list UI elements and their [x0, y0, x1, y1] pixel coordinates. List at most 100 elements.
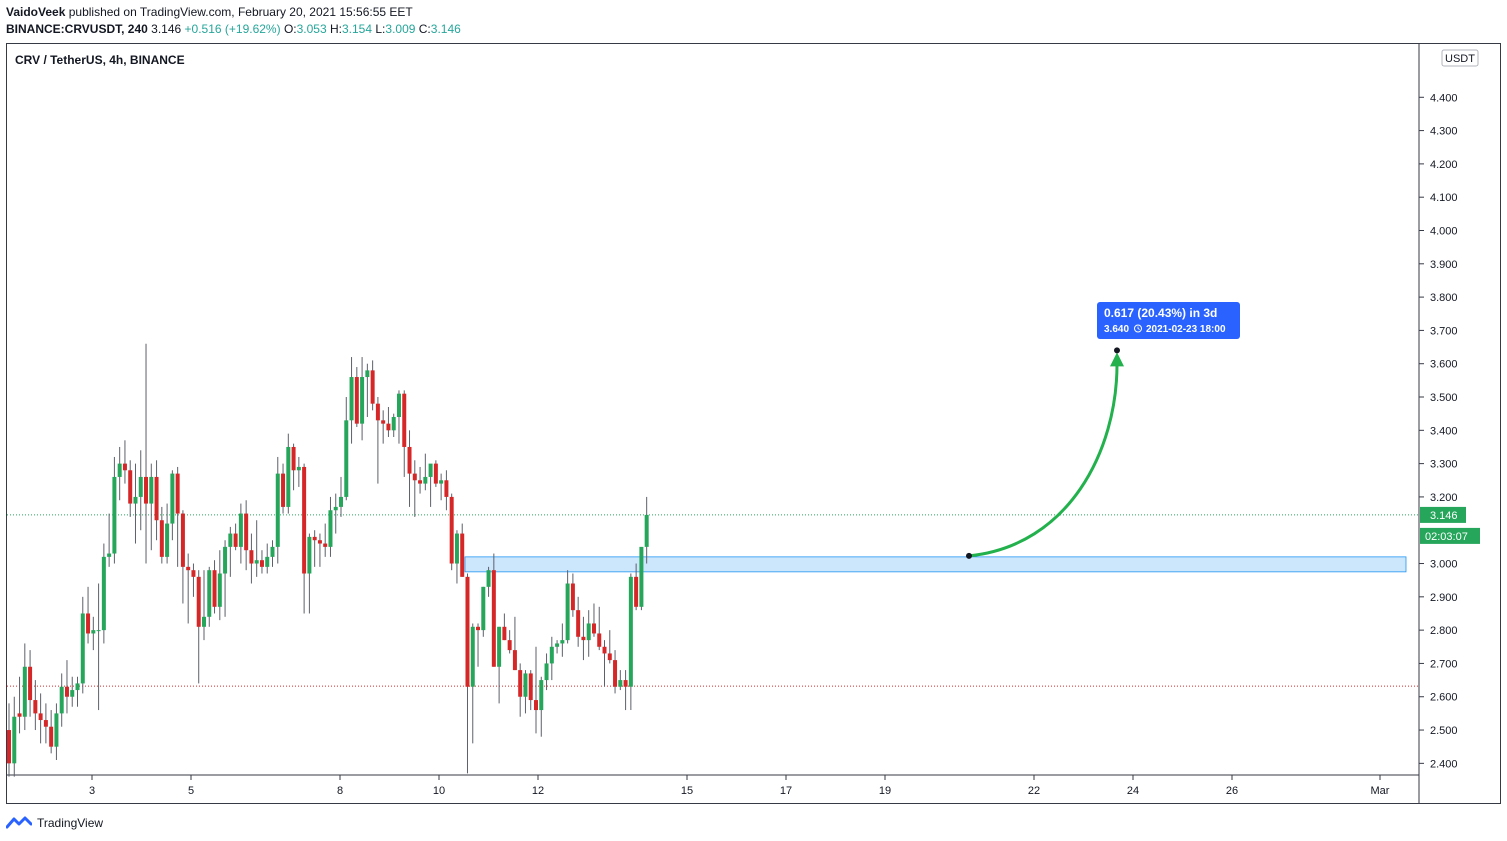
candle[interactable]	[444, 470, 449, 511]
candle[interactable]	[428, 463, 433, 507]
candle[interactable]	[317, 533, 322, 567]
candle[interactable]	[407, 430, 412, 507]
candle[interactable]	[502, 613, 507, 641]
candle[interactable]	[149, 463, 154, 551]
candle[interactable]	[217, 550, 222, 621]
candle[interactable]	[613, 650, 618, 694]
candle[interactable]	[512, 616, 517, 671]
candle[interactable]	[375, 397, 380, 484]
candle[interactable]	[549, 636, 554, 681]
candle[interactable]	[555, 640, 560, 654]
candle[interactable]	[460, 523, 465, 577]
candle[interactable]	[412, 460, 417, 517]
candle[interactable]	[291, 443, 296, 491]
candle[interactable]	[591, 603, 596, 637]
candle[interactable]	[391, 413, 396, 437]
candle[interactable]	[238, 503, 243, 564]
candle[interactable]	[396, 390, 401, 444]
candle[interactable]	[491, 553, 496, 667]
candle[interactable]	[339, 476, 344, 517]
projection-end-point[interactable]	[1114, 347, 1120, 354]
projection-start-point[interactable]	[966, 552, 972, 559]
candle[interactable]	[365, 363, 370, 417]
candle[interactable]	[254, 520, 259, 577]
candle[interactable]	[470, 623, 475, 744]
candle[interactable]	[565, 570, 570, 644]
candle[interactable]	[454, 530, 459, 584]
candle[interactable]	[402, 390, 407, 477]
candle[interactable]	[207, 566, 212, 627]
candle[interactable]	[223, 540, 228, 617]
candle[interactable]	[618, 670, 623, 691]
candle[interactable]	[33, 680, 38, 731]
candle[interactable]	[312, 530, 317, 567]
candle[interactable]	[597, 606, 602, 651]
candle[interactable]	[75, 676, 80, 707]
candle[interactable]	[101, 543, 106, 644]
candle[interactable]	[354, 367, 359, 427]
candle[interactable]	[265, 543, 270, 574]
candle[interactable]	[418, 466, 423, 494]
candle[interactable]	[296, 456, 301, 487]
candle[interactable]	[138, 450, 143, 531]
candle[interactable]	[196, 570, 201, 684]
candle[interactable]	[259, 550, 264, 574]
candle[interactable]	[212, 560, 217, 614]
candle[interactable]	[344, 397, 349, 501]
candle[interactable]	[133, 463, 138, 544]
candle[interactable]	[518, 663, 523, 717]
candle[interactable]	[249, 533, 254, 584]
candle[interactable]	[128, 460, 133, 517]
candle[interactable]	[576, 596, 581, 647]
candle[interactable]	[38, 693, 43, 744]
candle[interactable]	[639, 546, 644, 611]
candle[interactable]	[307, 533, 312, 614]
chart-frame[interactable]	[6, 43, 1501, 804]
candle[interactable]	[302, 463, 307, 614]
candle[interactable]	[644, 496, 649, 564]
candle[interactable]	[528, 670, 533, 711]
candle[interactable]	[534, 646, 538, 734]
candle[interactable]	[586, 610, 591, 657]
candle[interactable]	[117, 446, 122, 501]
candle[interactable]	[201, 570, 206, 641]
candle[interactable]	[28, 650, 33, 717]
candle[interactable]	[86, 586, 91, 644]
price-axis[interactable]: USDT 4.400 4.300 4.200 4.100 4.000 3.900 3.800…	[1419, 49, 1479, 770]
candle[interactable]	[170, 470, 175, 541]
candle[interactable]	[607, 630, 612, 664]
candle[interactable]	[544, 653, 549, 691]
candle[interactable]	[560, 623, 565, 657]
candle[interactable]	[570, 573, 575, 617]
candle[interactable]	[165, 503, 170, 564]
candle[interactable]	[539, 676, 544, 737]
footer-brand[interactable]: TradingView	[6, 814, 103, 832]
candle[interactable]	[80, 596, 85, 694]
candle[interactable]	[523, 670, 528, 714]
chart-legend[interactable]: CRV / TetherUS, 4h, BINANCE	[15, 53, 185, 67]
candle[interactable]	[64, 660, 69, 714]
candle[interactable]	[59, 673, 64, 727]
candle[interactable]	[386, 407, 391, 437]
candle[interactable]	[175, 466, 180, 567]
candle[interactable]	[497, 626, 502, 704]
candle[interactable]	[370, 360, 375, 411]
projection-arrow[interactable]	[968, 364, 1119, 558]
candle[interactable]	[433, 460, 438, 487]
candle[interactable]	[7, 703, 11, 777]
candle[interactable]	[22, 643, 27, 731]
candle[interactable]	[96, 583, 101, 711]
candle[interactable]	[107, 513, 112, 567]
candle[interactable]	[122, 440, 127, 484]
candle[interactable]	[49, 710, 54, 754]
candle[interactable]	[112, 456, 117, 564]
candle[interactable]	[144, 343, 149, 564]
candle[interactable]	[17, 676, 22, 734]
candle[interactable]	[349, 357, 354, 444]
candle[interactable]	[233, 523, 238, 551]
candle[interactable]	[486, 566, 491, 597]
candle[interactable]	[281, 463, 286, 514]
author-name[interactable]: VaidoVeek	[6, 5, 66, 19]
candle[interactable]	[628, 573, 633, 711]
